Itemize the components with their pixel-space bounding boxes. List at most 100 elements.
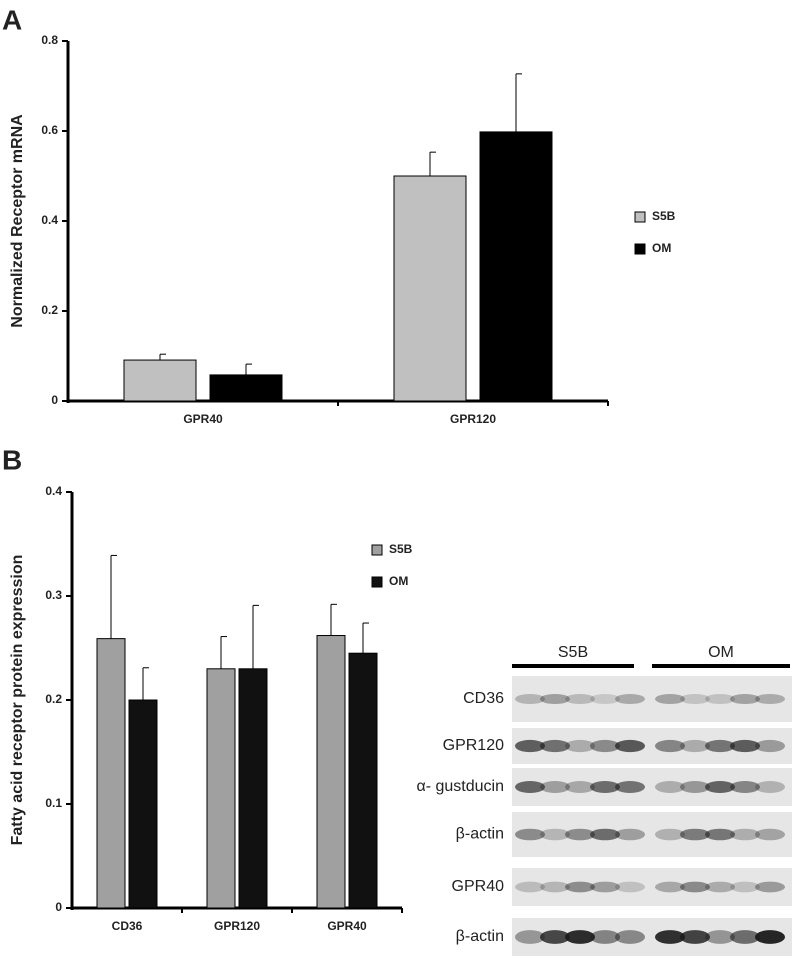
blot-band <box>565 781 595 793</box>
blot-band <box>730 693 760 705</box>
blot-band <box>755 930 785 944</box>
blot-band <box>565 693 595 705</box>
blot-band <box>540 930 570 944</box>
blot-strip <box>512 768 792 806</box>
error-bar <box>515 73 522 132</box>
bar <box>96 638 126 909</box>
y-tick-label: 0.3 <box>45 588 62 602</box>
blot-row-label: α- gustducin <box>416 778 504 795</box>
bar <box>206 668 236 909</box>
blot-band <box>615 739 645 753</box>
x-tick-label: CD36 <box>112 919 143 933</box>
blot-band <box>515 739 545 753</box>
y-tick-label: 0.8 <box>41 33 58 47</box>
blot-band <box>680 828 710 841</box>
blot-band <box>515 693 545 705</box>
y-tick-label: 0.1 <box>45 796 62 810</box>
error-bar <box>142 667 149 700</box>
blot-band <box>615 828 645 841</box>
blot-band <box>755 781 785 793</box>
blot-band <box>590 739 620 753</box>
blot-band <box>680 739 710 753</box>
blot-band <box>755 881 785 893</box>
group-label: OM <box>708 644 734 661</box>
blot-band <box>655 881 685 893</box>
bar <box>348 652 378 909</box>
legend-label: OM <box>389 574 408 588</box>
blot-band <box>515 828 545 841</box>
blot-band <box>655 693 685 705</box>
blot-band <box>540 739 570 753</box>
blot-row-label: β-actin <box>456 826 504 843</box>
blot-band <box>680 881 710 893</box>
blot-band <box>755 828 785 841</box>
bar <box>123 359 197 402</box>
y-tick-label: 0.4 <box>45 484 62 498</box>
blot-band <box>705 739 735 753</box>
blot-band <box>730 781 760 793</box>
blot-band <box>615 930 645 944</box>
blot-band <box>540 781 570 793</box>
blot-band <box>615 693 645 705</box>
blot-band <box>755 693 785 705</box>
bar <box>209 374 283 402</box>
error-bar <box>362 622 369 654</box>
blot-band <box>680 693 710 705</box>
x-tick-label: GPR40 <box>327 919 367 933</box>
y-tick-label: 0 <box>55 900 62 914</box>
blot-band <box>590 781 620 793</box>
legend-label: S5B <box>389 542 413 556</box>
bar <box>128 699 158 909</box>
legend-swatch <box>371 576 383 588</box>
blot-band <box>565 881 595 893</box>
blot-band <box>615 881 645 893</box>
blot-band <box>540 693 570 705</box>
blot-band <box>590 930 620 944</box>
legend-swatch <box>371 544 383 556</box>
y-tick-label: 0 <box>51 393 58 407</box>
bar <box>238 668 268 909</box>
blot-strip <box>512 676 792 722</box>
error-bar <box>159 353 166 361</box>
bar <box>316 635 346 909</box>
error-bar <box>110 554 117 639</box>
y-tick-label: 0.2 <box>41 303 58 317</box>
blot-band <box>655 781 685 793</box>
blot-band <box>705 693 735 705</box>
blot-band <box>515 881 545 893</box>
blot-band <box>590 881 620 893</box>
blot-row-label: GPR120 <box>443 737 504 754</box>
blot-band <box>730 881 760 893</box>
blot-band <box>655 828 685 841</box>
legend-swatch <box>634 211 646 223</box>
x-tick-label: GPR120 <box>450 412 496 426</box>
blot-band <box>565 828 595 841</box>
x-tick-label: GPR40 <box>183 412 223 426</box>
y-axis-label: Fatty acid receptor protein expression <box>9 555 26 846</box>
blot-band <box>615 781 645 793</box>
blot-row-label: GPR40 <box>452 878 505 895</box>
y-tick-label: 0.6 <box>41 123 58 137</box>
blot-band <box>540 881 570 893</box>
y-tick-label: 0.2 <box>45 692 62 706</box>
error-bar <box>252 604 259 669</box>
blot-band <box>705 881 735 893</box>
blot-band <box>705 930 735 944</box>
blot-band <box>730 739 760 753</box>
blot-band <box>680 781 710 793</box>
blot-band <box>590 828 620 841</box>
legend-label: OM <box>652 241 671 255</box>
error-bar <box>330 603 337 636</box>
bar <box>393 175 467 402</box>
blot-band <box>515 930 545 944</box>
panel-letter: A <box>2 4 22 35</box>
error-bar <box>220 636 227 669</box>
blot-band <box>565 930 595 944</box>
blot-band <box>730 930 760 944</box>
blot-band <box>565 739 595 753</box>
error-bar <box>429 151 436 176</box>
legend-label: S5B <box>652 209 676 223</box>
group-label: S5B <box>558 644 588 661</box>
y-axis-label: Normalized Receptor mRNA <box>9 114 26 328</box>
